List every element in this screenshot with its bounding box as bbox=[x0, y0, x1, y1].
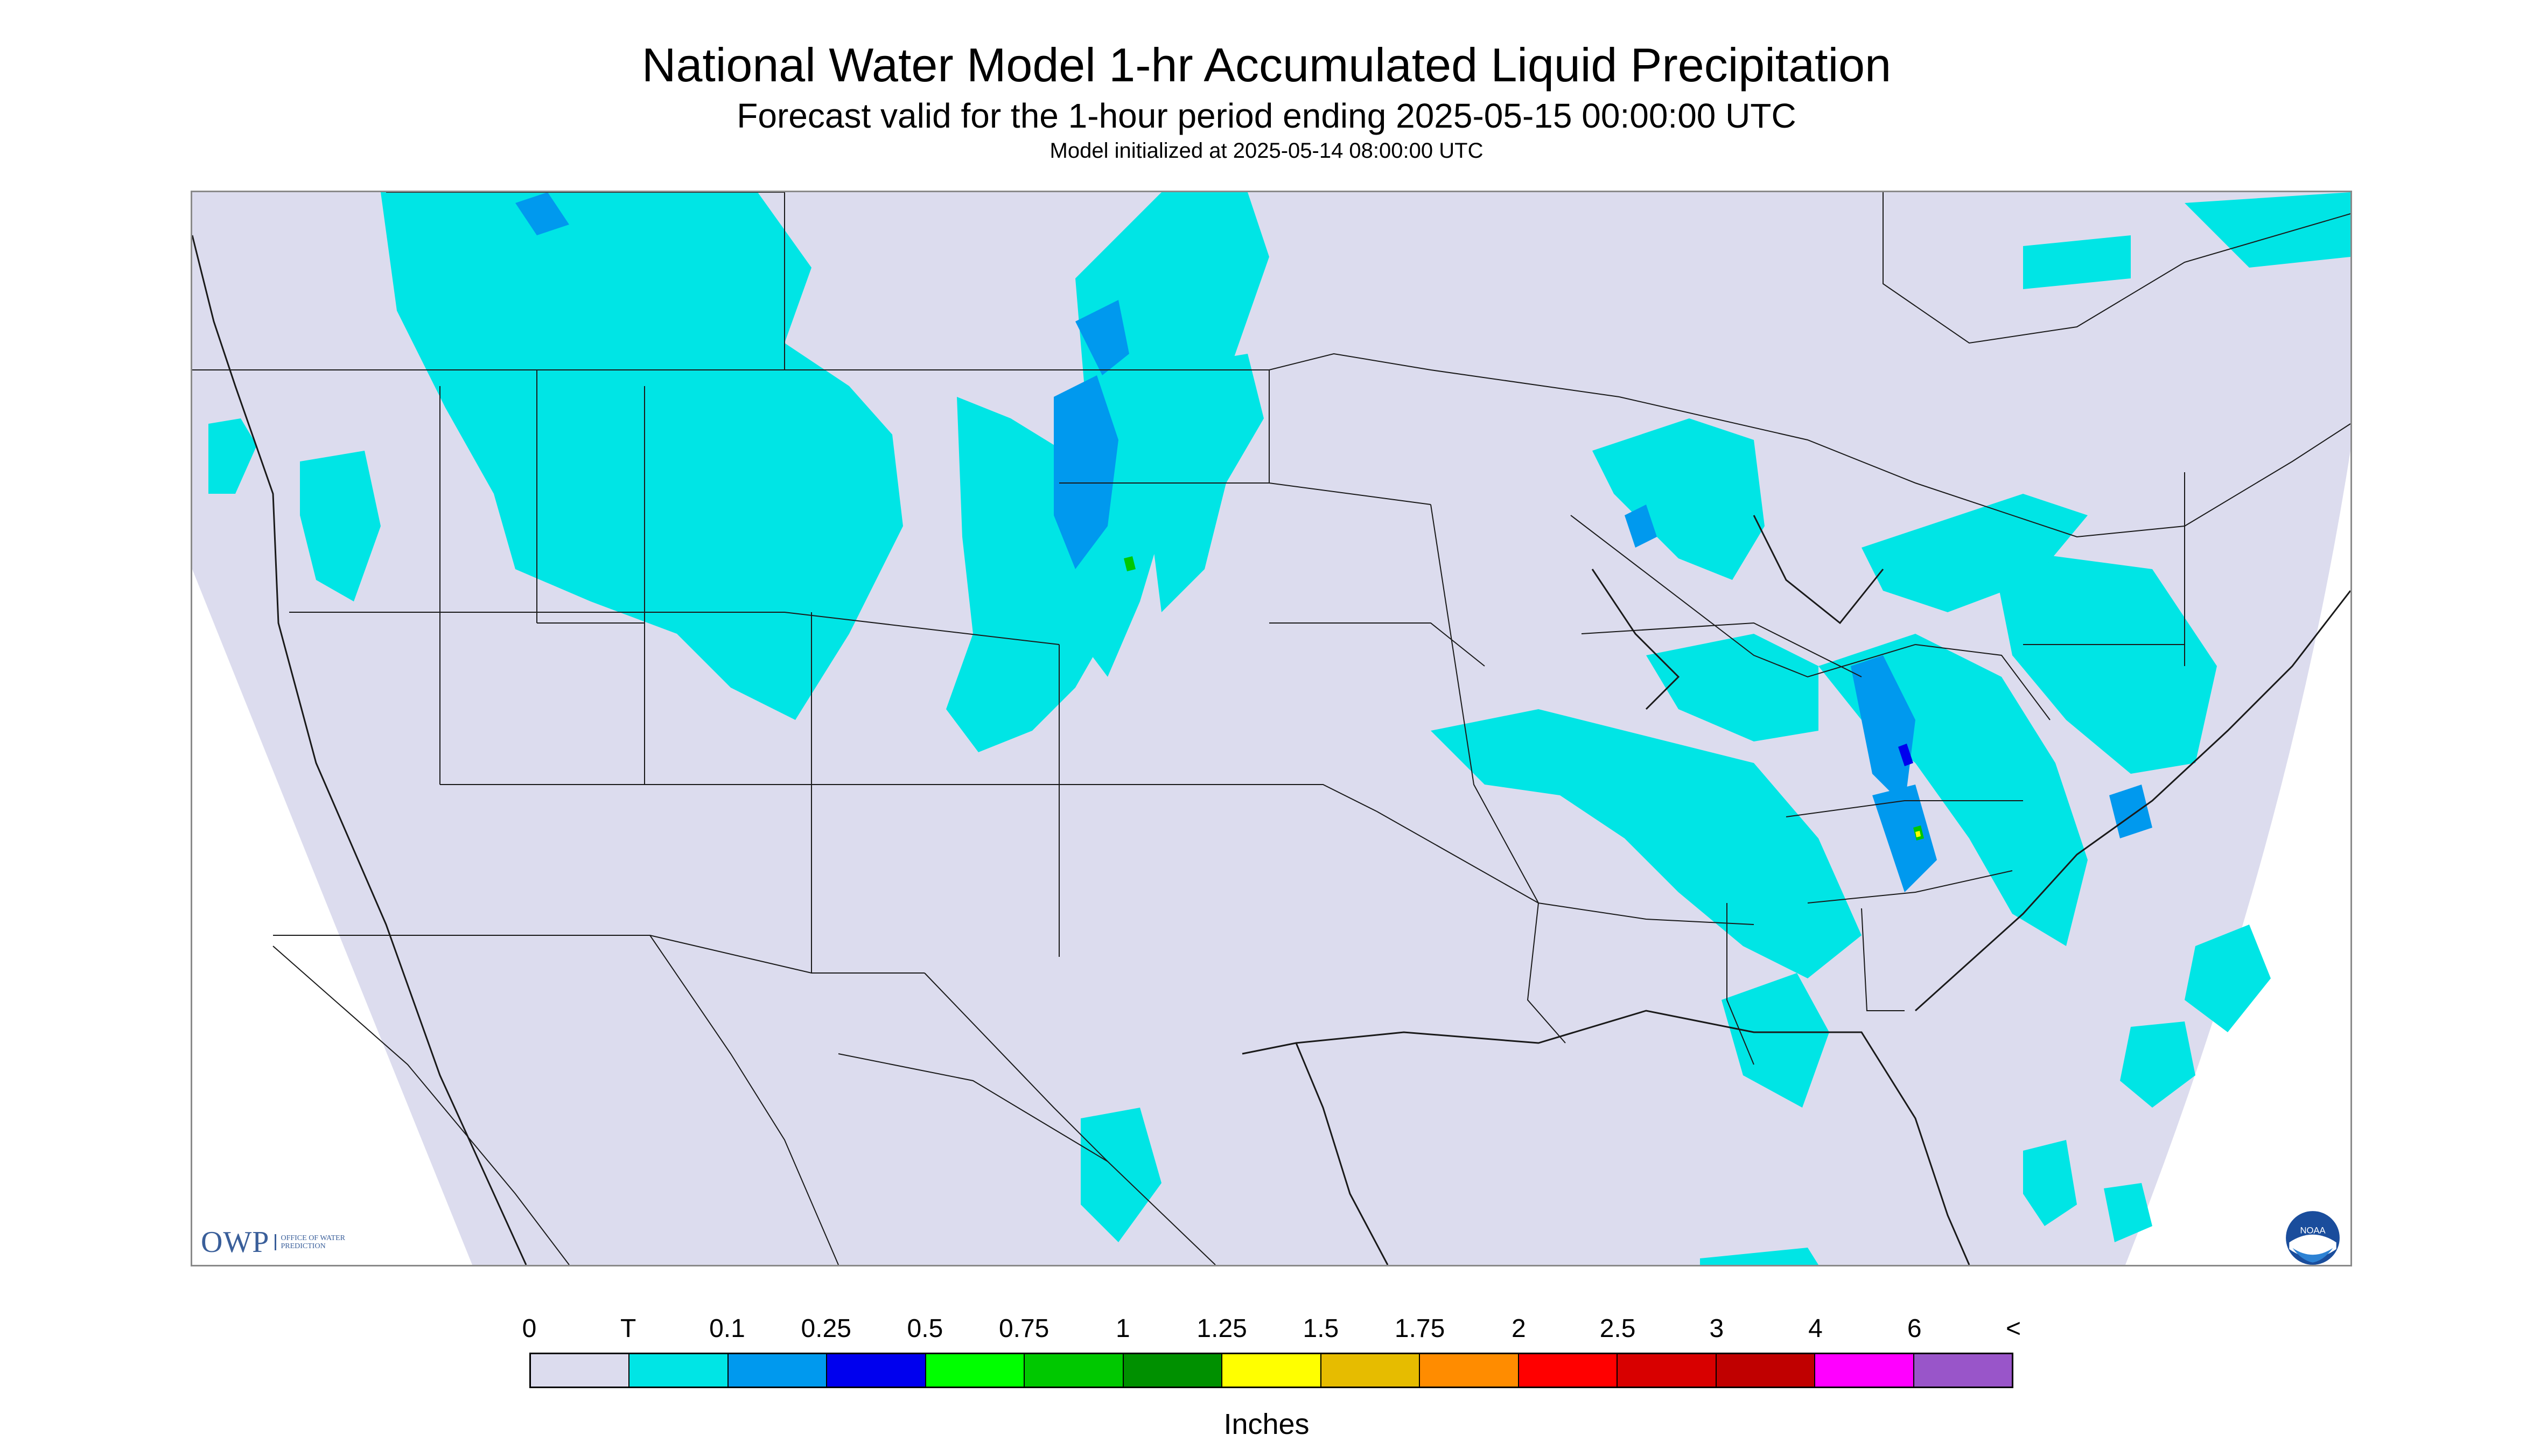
legend-tick-label: 1 bbox=[1116, 1314, 1130, 1343]
owp-logo-text: OWP bbox=[201, 1226, 270, 1259]
legend-tick-label: T bbox=[620, 1314, 636, 1343]
legend-swatch bbox=[1025, 1354, 1124, 1387]
legend-color-bar bbox=[529, 1353, 2013, 1388]
legend-tick-label: 0.1 bbox=[709, 1314, 745, 1343]
legend-swatch bbox=[1519, 1354, 1618, 1387]
legend-swatch bbox=[1420, 1354, 1519, 1387]
map-title: National Water Model 1-hr Accumulated Li… bbox=[641, 38, 1892, 92]
coastlines bbox=[192, 235, 2350, 1265]
map-canvas bbox=[192, 192, 2350, 1265]
map-subtitle: Forecast valid for the 1-hour period end… bbox=[737, 96, 1796, 135]
legend-units: Inches bbox=[1223, 1408, 1310, 1440]
legend-swatch bbox=[827, 1354, 926, 1387]
legend-tick-label: 1.75 bbox=[1394, 1314, 1445, 1343]
legend-swatch bbox=[1716, 1354, 1816, 1387]
owp-logo-subtext: OFFICE OF WATER PREDICTION bbox=[275, 1234, 345, 1250]
legend-tick-label: 0 bbox=[522, 1314, 537, 1343]
legend-swatch bbox=[629, 1354, 729, 1387]
legend-swatch bbox=[1123, 1354, 1223, 1387]
state-borders bbox=[192, 192, 2350, 1265]
legend-tick-label: 1.25 bbox=[1196, 1314, 1247, 1343]
legend-tick-label: 0.5 bbox=[907, 1314, 943, 1343]
legend-tick-label: 0.75 bbox=[998, 1314, 1049, 1343]
legend-swatch bbox=[926, 1354, 1025, 1387]
legend-tick-label: < bbox=[2005, 1314, 2021, 1343]
owp-logo: OWP OFFICE OF WATER PREDICTION bbox=[201, 1226, 345, 1259]
legend-tick-label: 0.25 bbox=[801, 1314, 851, 1343]
legend-swatch bbox=[1815, 1354, 1914, 1387]
legend-tick-label: 2.5 bbox=[1599, 1314, 1636, 1343]
legend-swatch bbox=[728, 1354, 828, 1387]
legend-tick-label: 2 bbox=[1511, 1314, 1526, 1343]
model-init-line: Model initialized at 2025-05-14 08:00:00… bbox=[1049, 139, 1484, 163]
legend-tick-label: 3 bbox=[1709, 1314, 1724, 1343]
noaa-logo-text: NOAA bbox=[2300, 1226, 2326, 1236]
precip-legend: 0 T 0.1 0.25 0.5 0.75 1 1.25 1.5 1.75 2 2.5 3 4 6 < bbox=[522, 1314, 2021, 1400]
noaa-logo: NOAA bbox=[2286, 1211, 2340, 1265]
precip-heavy-cores bbox=[1124, 556, 1924, 841]
legend-tick-label: 6 bbox=[1907, 1314, 1922, 1343]
legend-swatch bbox=[1222, 1354, 1321, 1387]
legend-tick-label: 4 bbox=[1808, 1314, 1823, 1343]
legend-swatch bbox=[1914, 1354, 2012, 1387]
legend-tick-label: 1.5 bbox=[1303, 1314, 1339, 1343]
legend-swatch bbox=[531, 1354, 630, 1387]
precipitation-map: OWP OFFICE OF WATER PREDICTION NOAA bbox=[191, 191, 2352, 1266]
legend-swatch bbox=[1618, 1354, 1717, 1387]
legend-swatch bbox=[1321, 1354, 1421, 1387]
precip-trace-areas bbox=[208, 192, 2350, 1265]
precip-light-areas bbox=[515, 192, 2152, 892]
